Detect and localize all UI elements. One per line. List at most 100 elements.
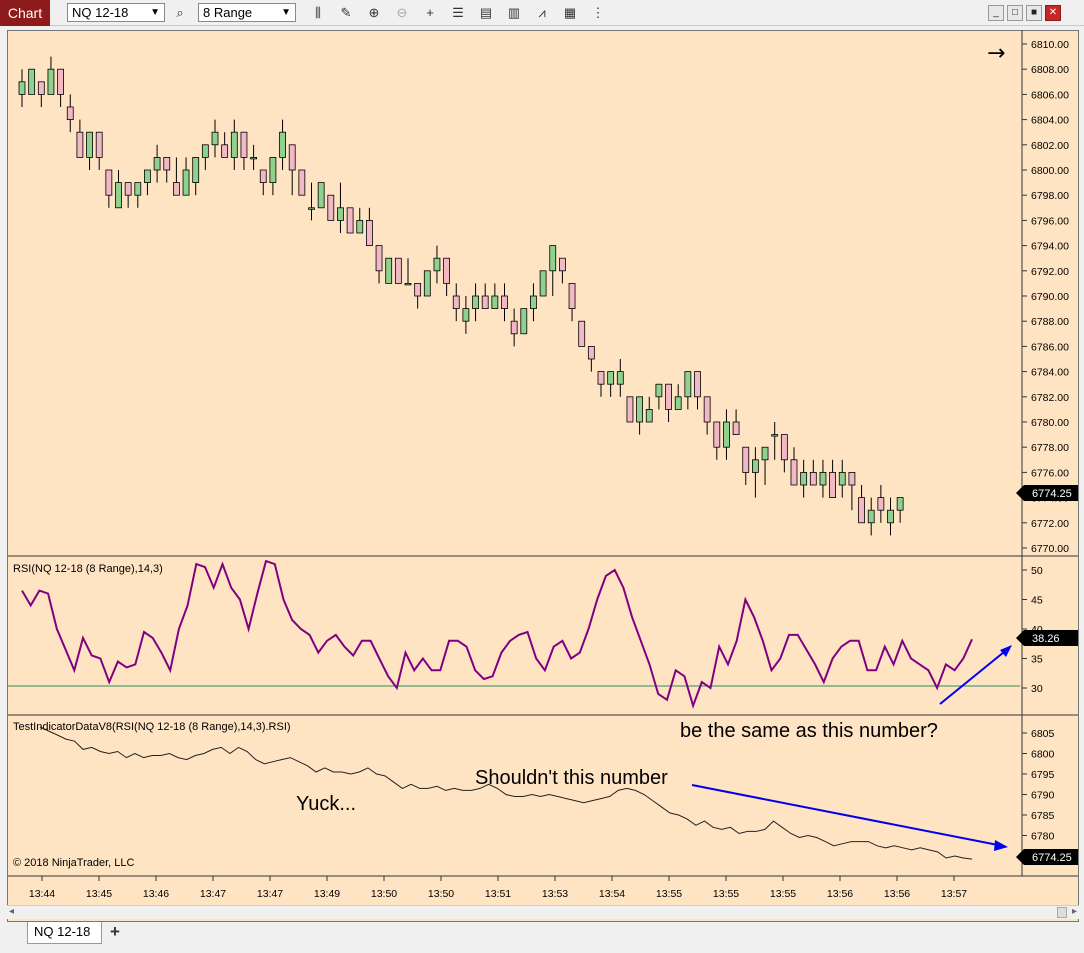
candle-body	[317, 182, 325, 209]
candle	[240, 131, 248, 170]
chart-svg[interactable]: 6810.00 6808.00 6806.00 6804.00 6802.00 6800.…	[0, 0, 1084, 922]
time-tick-label: 13:45	[86, 888, 112, 900]
candlestick-series	[18, 56, 904, 536]
add-tab-button[interactable]: +	[110, 922, 120, 941]
last-price-text: 6774.25	[1032, 488, 1072, 500]
chart-trader-icon[interactable]: ▦	[563, 5, 577, 20]
candle-body	[587, 345, 595, 360]
candle	[587, 345, 595, 372]
properties-icon[interactable]: ☰	[452, 5, 464, 20]
candle	[578, 320, 586, 347]
zoom-out-icon[interactable]: ⊖	[396, 5, 408, 20]
candle	[858, 485, 865, 524]
candle	[172, 157, 180, 196]
candle	[433, 245, 441, 284]
price-tick-label: 6784.00	[1031, 367, 1069, 379]
candle	[549, 245, 557, 296]
candle-body	[462, 308, 470, 322]
candle-body	[684, 371, 692, 398]
candle-body	[771, 434, 779, 437]
candle-body	[288, 144, 296, 171]
candle-body	[694, 371, 701, 398]
price-tick-label: 6772.00	[1031, 518, 1069, 530]
candle-body	[829, 471, 836, 498]
candle	[559, 257, 566, 284]
search-icon[interactable]: ⌕	[176, 5, 184, 20]
candle	[616, 359, 624, 397]
candle-body	[308, 207, 315, 210]
candle	[308, 182, 315, 221]
candle-body	[375, 245, 383, 272]
scroll-thumb[interactable]	[1057, 907, 1067, 918]
candle-body	[76, 131, 84, 158]
candle	[124, 182, 132, 208]
candle	[327, 194, 335, 221]
scroll-right-icon[interactable]: ▸	[1071, 906, 1077, 917]
candle	[867, 497, 875, 536]
annotation-yuck[interactable]: Yuck...	[296, 793, 356, 815]
indicators-icon[interactable]: ▥	[507, 5, 521, 20]
copyright-text: © 2018 NinjaTrader, LLC	[13, 857, 134, 869]
time-tick-label: 13:50	[371, 888, 397, 900]
test-tick-label: 6785	[1031, 810, 1055, 822]
candle	[144, 169, 151, 196]
test-axis: 6805680067956790678567806775	[1022, 728, 1055, 863]
candle	[887, 497, 894, 536]
test-tick-label: 6780	[1031, 831, 1055, 843]
candle-body	[57, 68, 64, 95]
data-box-icon[interactable]: ⋮	[591, 5, 605, 20]
chart-tab[interactable]: Chart	[0, 0, 50, 26]
instrument-select[interactable]: NQ 12-18 ▼	[67, 3, 165, 22]
annotation-arrow-right[interactable]	[691, 784, 999, 846]
candle-body	[356, 219, 364, 234]
strategies-icon[interactable]: ⩘	[538, 5, 546, 20]
candle-body	[665, 383, 672, 410]
candle	[645, 396, 653, 423]
price-tick-label: 6802.00	[1031, 140, 1069, 152]
candle-body	[385, 257, 393, 284]
annotation-statement[interactable]: Shouldn't this number	[475, 767, 668, 789]
candle-body	[47, 68, 55, 95]
candle-body	[848, 471, 856, 486]
instrument-tab[interactable]: NQ 12-18	[27, 922, 102, 944]
test-last-text: 6774.25	[1032, 852, 1072, 864]
candle	[47, 56, 55, 95]
candle	[877, 485, 885, 523]
price-tick-label: 6810.00	[1031, 39, 1069, 51]
crosshair-icon[interactable]: +	[426, 5, 434, 20]
interval-select[interactable]: 8 Range ▼	[198, 3, 296, 22]
time-tick-label: 13:56	[827, 888, 853, 900]
right-arrow-icon[interactable]: →	[987, 41, 1005, 66]
candle	[346, 207, 354, 234]
candle	[28, 68, 36, 95]
candle-body	[192, 156, 200, 183]
candle-body	[182, 169, 190, 196]
candle	[665, 383, 672, 422]
close-button[interactable]: ✕	[1045, 5, 1061, 21]
price-tick-label: 6776.00	[1031, 467, 1069, 479]
horizontal-scrollbar[interactable]: ◂ ▸	[7, 905, 1079, 919]
annotation-question[interactable]: be the same as this number?	[680, 720, 938, 742]
chevron-down-icon: ▼	[150, 7, 160, 18]
maximize-button[interactable]: ■	[1026, 5, 1042, 21]
templates-icon[interactable]: ▤	[479, 5, 493, 20]
candle	[597, 371, 605, 397]
test-tick-label: 6800	[1031, 749, 1055, 761]
candle	[365, 207, 373, 246]
candle-body	[800, 471, 808, 486]
candle-body	[790, 459, 798, 486]
minimize-button[interactable]: _	[988, 5, 1004, 21]
price-tick-label: 6808.00	[1031, 64, 1069, 76]
bar-style-icon[interactable]: ⫼	[315, 5, 321, 20]
drawing-tool-icon[interactable]: ✎	[340, 5, 352, 20]
time-tick-label: 13:50	[428, 888, 454, 900]
price-tick-label: 6800.00	[1031, 165, 1069, 177]
scroll-left-icon[interactable]: ◂	[9, 906, 15, 917]
zoom-in-icon[interactable]: ⊕	[368, 5, 380, 20]
test-tick-label: 6795	[1031, 769, 1055, 781]
candle	[66, 94, 74, 133]
candle	[780, 434, 788, 473]
restore-button[interactable]: □	[1007, 5, 1023, 21]
candle-body	[780, 434, 788, 461]
annotation-arrow-up[interactable]	[939, 651, 1005, 705]
